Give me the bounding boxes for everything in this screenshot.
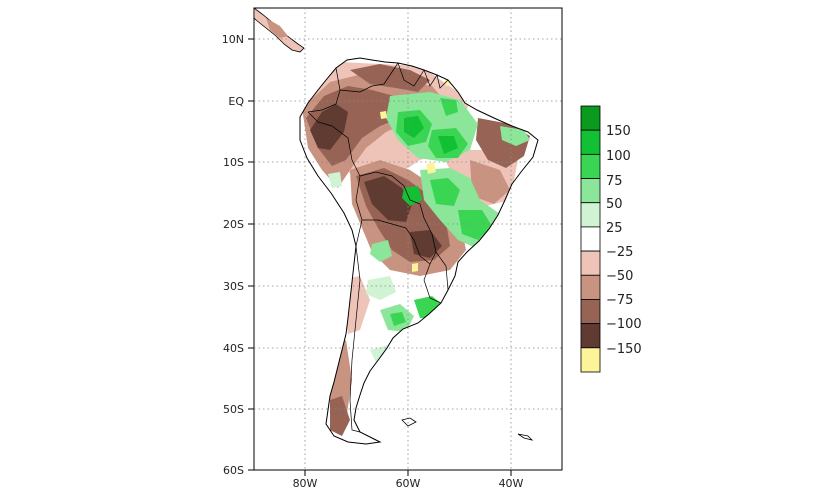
graticule [254,8,562,470]
lat-tick-label: 60S [223,464,244,477]
legend-swatch [580,299,601,325]
legend-label: −75 [606,293,633,308]
lat-tick-label: 10S [223,156,244,169]
legend-swatch [580,250,601,276]
legend-label: −150 [606,342,642,357]
legend-swatch [580,323,601,349]
lat-tick-label: 40S [223,342,244,355]
south-america-coastline [299,57,539,445]
lat-tick-label: 10N [222,33,244,46]
south-georgia [517,433,534,441]
legend-swatch [580,347,601,373]
falkland-islands [401,417,417,427]
country-borders [307,62,449,433]
central-america [254,8,305,53]
legend-swatch [580,178,601,204]
legend-label: 100 [606,149,631,164]
lon-tick-label: 40W [499,477,524,490]
latitude-axis: 10N EQ 10S 20S 30S 40S 50S 60S [222,33,254,477]
legend-label: 25 [606,221,623,236]
lat-tick-label: 20S [223,218,244,231]
legend-swatch [580,226,601,252]
lat-tick-label: 30S [223,280,244,293]
legend-label: −100 [606,317,642,332]
legend-label: 50 [606,197,623,212]
lat-tick-label: 50S [223,403,244,416]
legend-label: −25 [606,245,633,260]
legend-label: 150 [606,124,631,139]
lat-tick-label: EQ [228,95,244,108]
legend-swatch [580,153,601,179]
legend-swatch [580,129,601,155]
legend-swatch [580,274,601,300]
legend-swatch [580,105,601,131]
longitude-axis: 80W 60W 40W [293,470,524,490]
lon-tick-label: 80W [293,477,318,490]
legend-label: 75 [606,174,623,189]
legend-swatch [580,202,601,228]
legend-swatches [580,105,601,373]
lon-tick-label: 60W [396,477,421,490]
legend-label: −50 [606,269,633,284]
color-legend: 150 100 75 50 25 −25 −50 −75 −100 −150 [580,105,642,373]
